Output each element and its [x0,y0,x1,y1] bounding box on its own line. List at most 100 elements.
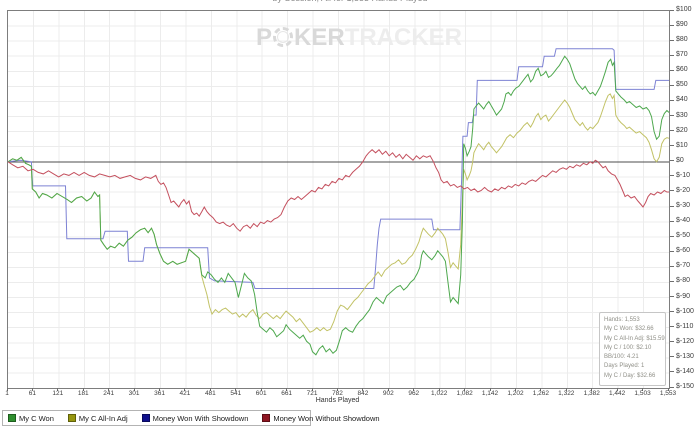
series-line-0 [8,55,669,356]
x-tick-mark [260,388,262,391]
stats-line: Days Played: 1 [604,363,645,370]
x-tick-mark [362,388,364,391]
x-tick-label: 1,142 [481,390,499,397]
logo-text-tracker: TRACKER [344,24,463,51]
y-tick-mark [670,356,674,358]
x-tick-mark [616,388,618,391]
y-tick-mark [670,39,674,41]
legend-swatch-blue [141,414,150,422]
x-tick-label: 121 [52,390,64,397]
x-tick-label: 842 [357,390,369,397]
y-tick-mark [670,84,674,86]
y-tick-label: $20 [676,126,688,134]
logo-text-ker: KER [294,24,345,51]
x-tick-mark [184,388,186,391]
legend-item-my-c-won: My C Won [8,414,54,423]
y-tick-mark [670,265,674,267]
x-tick-mark [337,388,338,391]
y-tick-label: $-120 [676,337,694,345]
y-tick-label: $-20 [676,186,691,194]
x-tick-label: 241 [103,390,115,397]
x-tick-mark [667,388,669,391]
stats-summary-box: Hands: 1,553 My C Won: $32.66 My C All-In … [599,312,666,386]
y-tick-mark [670,69,674,71]
y-tick-mark [670,24,674,26]
y-tick-label: $100 [676,6,692,13]
y-tick-mark [670,235,674,237]
y-tick-label: $-40 [676,217,691,225]
x-tick-mark [133,388,135,391]
y-tick-mark [670,190,674,192]
x-tick-label: 962 [408,390,420,397]
x-tick-label: 1,503 [634,390,651,397]
y-tick-mark [670,220,674,222]
y-tick-mark [670,386,674,388]
y-tick-label: $30 [676,111,688,119]
y-tick-label: $-70 [676,262,691,270]
legend-swatch-red [262,414,271,422]
chart-canvas [8,11,669,388]
logo-text-p: P [256,24,273,51]
y-tick-mark [670,250,674,252]
y-tick-label: $-80 [676,277,691,285]
y-tick-label: $70 [676,51,688,59]
y-tick-mark [670,160,674,162]
y-tick-label: $-130 [676,352,694,360]
y-tick-label: $-30 [676,202,691,210]
x-tick-label: 661 [281,390,293,397]
y-tick-label: $50 [676,81,688,89]
x-tick-label: 61 [28,390,37,397]
x-tick-mark [57,388,59,391]
y-tick-mark [670,115,674,117]
plot-area[interactable]: P KERTRACKER Hands: 1,553 My C Won: $32.66… [7,10,670,389]
x-tick-label: 902 [382,390,394,397]
x-tick-mark [387,388,389,391]
y-tick-mark [670,341,674,343]
x-tick-label: 601 [255,390,267,397]
x-tick-label: 541 [230,390,242,397]
stats-line: My C Won: $32.66 [604,326,654,333]
stats-line: My C / Day: $32.66 [604,372,656,379]
y-tick-label: $-110 [676,322,694,330]
y-tick-mark [670,280,674,282]
legend-swatch-olive [67,414,76,422]
x-tick-mark [159,388,161,391]
x-tick-label: 301 [128,390,140,397]
y-tick-label: $0 [676,156,684,164]
x-tick-label: 361 [154,390,165,397]
x-tick-label: 721 [306,390,318,397]
x-tick-mark [413,388,415,391]
y-tick-label: $-10 [676,171,691,179]
y-tick-mark [670,9,674,11]
stats-line: Hands: 1,553 [604,317,640,323]
x-tick-label: 421 [179,390,191,397]
pokertracker-logo: P KERTRACKER [256,24,462,52]
x-tick-label: 782 [332,390,343,397]
x-tick-mark [82,388,84,391]
y-tick-mark [670,145,674,147]
x-tick-label: 1,553 [659,390,677,397]
legend-swatch-green [8,414,16,422]
y-tick-mark [670,99,674,101]
legend-label: My C Won [19,413,54,423]
x-axis-title: Hands Played [315,397,360,404]
y-tick-label: $60 [676,66,688,74]
y-tick-label: $80 [676,36,688,44]
graph-title: by Session; All for 1,553 Hands Played [0,0,700,3]
y-tick-mark [670,205,674,207]
series-line-3 [8,148,669,232]
x-tick-label: 1,442 [609,390,626,397]
y-tick-mark [670,326,674,328]
x-tick-label: 1,382 [583,390,600,397]
x-tick-label: 481 [204,390,216,397]
legend-item-money-won-with-showdown: Money Won With Showdown [141,414,248,423]
y-tick-mark [670,54,674,56]
x-tick-mark [286,388,288,391]
y-tick-label: $-140 [676,367,694,375]
y-tick-mark [670,130,674,132]
stats-line: My C / 100: $2.10 [604,344,652,351]
y-tick-mark [670,311,674,313]
x-tick-mark [6,388,8,391]
legend: My C Won My C All-In Adj Money Won With … [2,410,380,426]
y-tick-label: $-50 [676,232,691,240]
